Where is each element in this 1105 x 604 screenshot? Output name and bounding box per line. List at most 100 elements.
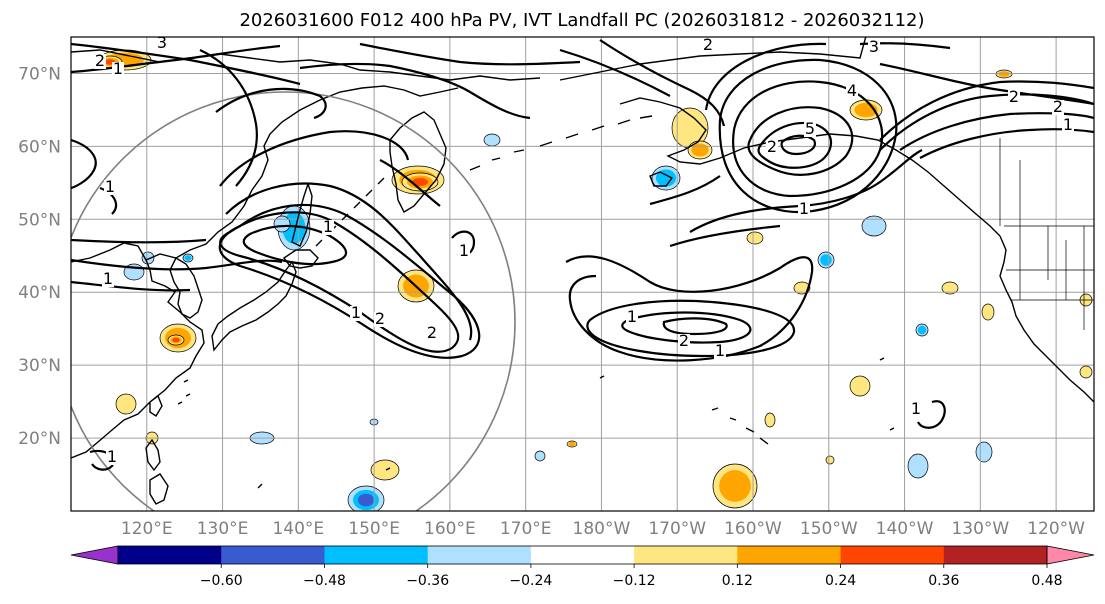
anomaly-blob-core (820, 254, 832, 266)
colorbar-segment (118, 546, 222, 564)
lat-tick-label: 40°N (18, 283, 61, 303)
colorbar-extend-high (1046, 545, 1095, 565)
contour-label-bg (156, 37, 168, 51)
lat-tick-label: 70°N (18, 64, 61, 84)
contour-label-bg (846, 84, 858, 99)
anomaly-blob-core (691, 143, 709, 157)
gridlines (71, 37, 1094, 511)
anomaly-blob-peak (357, 493, 375, 507)
colorbar-tick-label: 0.36 (928, 573, 959, 589)
contour-label-bg (458, 244, 470, 259)
lon-tick-label: 130°W (951, 519, 1009, 539)
contour-label: 1 (107, 447, 117, 466)
contour-label-bg (868, 40, 880, 55)
contour-label-bg (1008, 90, 1020, 105)
contour-label: 1 (911, 399, 921, 418)
anomaly-blob (483, 133, 501, 147)
contour-label-bg (714, 344, 726, 359)
contour-label: 2 (1053, 97, 1063, 116)
anomaly-blob (746, 231, 764, 245)
colorbar-segment (737, 546, 842, 564)
anomaly-blob-core (998, 71, 1010, 77)
colorbar-tick-label: −0.60 (200, 573, 243, 589)
latitude-tick-labels: 70°N 60°N 50°N 40°N 30°N 20°N (18, 64, 61, 449)
contour-label: 2 (703, 35, 713, 54)
contour-label: 1 (715, 341, 725, 360)
colorbar-tick-label: −0.12 (613, 573, 656, 589)
contour-label-bg (322, 220, 334, 235)
colorbar-tick-label: −0.48 (303, 573, 346, 589)
colorbar-segment (634, 546, 738, 564)
anomaly-blob (1079, 365, 1093, 379)
contour-label: 4 (847, 81, 857, 100)
contour-label: 2 (679, 331, 689, 350)
colorbar-tick-label: 0.12 (722, 573, 753, 589)
longitude-tick-labels: 120°E 130°E 140°E 150°E 160°E 170°E 180°W 170°W… (121, 519, 1085, 539)
contour-label-bg (910, 402, 922, 417)
anomaly-blob (849, 375, 871, 397)
contour-label: 5 (805, 119, 815, 138)
ocean-background (71, 37, 1094, 511)
contour-label: 1 (459, 241, 469, 260)
contour-label: 1 (1063, 115, 1073, 134)
contour-label: 3 (157, 33, 167, 52)
map-frame (70, 36, 1095, 512)
contour-label-bg (104, 180, 116, 195)
anomaly-blob (941, 281, 959, 295)
colorbar-segment (427, 546, 532, 564)
lon-tick-label: 120°E (121, 519, 173, 539)
contour-label: 1 (799, 199, 809, 218)
lon-tick-label: 130°E (197, 519, 249, 539)
contour-label-bg (350, 306, 362, 321)
lon-tick-label: 140°E (272, 519, 324, 539)
contour-label: 1 (103, 269, 113, 288)
contour-label-bg (702, 38, 714, 53)
political-borders (999, 138, 1094, 330)
contour-label: 1 (627, 307, 637, 326)
contour-label-bg (804, 122, 816, 137)
anomaly-blob (907, 453, 929, 479)
colorbar-frame (117, 545, 1048, 565)
contour-label: 2 (375, 309, 385, 328)
anomaly-blob-core (719, 470, 751, 502)
anomaly-blob (115, 393, 137, 415)
anomaly-blob-core (568, 441, 576, 447)
colorbar-segment (324, 546, 429, 564)
contour-label: 2 (95, 51, 105, 70)
colorbar-tick-label: 0.24 (825, 573, 856, 589)
lon-tick-label: 170°E (500, 519, 552, 539)
anomaly-blob (975, 441, 993, 463)
lat-tick-label: 30°N (18, 356, 61, 376)
colorbar-extend-low (70, 545, 119, 565)
lon-tick-label: 150°E (348, 519, 400, 539)
pv-contours (71, 39, 1094, 471)
contour-label-bg (94, 54, 106, 69)
contour-label-bg (766, 140, 778, 155)
anomaly-blob (534, 450, 546, 462)
anomaly-blob (981, 303, 995, 321)
figure-title: 2026031600 F012 400 hPa PV, IVT Landfall… (239, 10, 924, 31)
colorbar: −0.60 −0.48 −0.36 −0.24 −0.12 0.12 0.24 0.36 0.4… (70, 545, 1095, 589)
contour-label: 2 (1009, 87, 1019, 106)
colorbar-tick-label: −0.36 (406, 573, 449, 589)
anomaly-blob-peak (411, 177, 429, 187)
contour-label: 2 (427, 323, 437, 342)
colorbar-segment (530, 546, 635, 564)
contour-label: 1 (323, 217, 333, 236)
contour-label-bg (106, 450, 118, 465)
lon-tick-label: 150°W (800, 519, 858, 539)
lon-tick-label: 140°W (876, 519, 934, 539)
lat-tick-label: 20°N (18, 429, 61, 449)
contour-label: 1 (105, 177, 115, 196)
anomaly-blob (764, 412, 776, 428)
contour-label-bg (112, 62, 124, 77)
contour-label-bg (374, 312, 386, 327)
contour-label-bg (1062, 118, 1074, 133)
domain-circle (71, 91, 516, 511)
lat-tick-label: 50°N (18, 210, 61, 230)
anomaly-blob (273, 215, 291, 233)
anomaly-blob (793, 281, 811, 295)
contour-label-bg (426, 326, 438, 341)
